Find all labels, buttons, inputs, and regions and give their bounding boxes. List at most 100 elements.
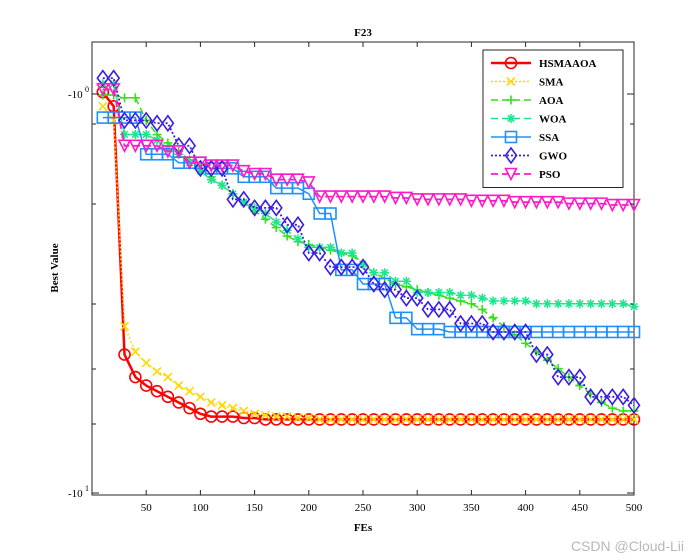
data-point-gwo (464, 314, 478, 333)
data-point-woa (130, 130, 140, 140)
data-point-gwo (96, 69, 110, 87)
data-point-sma (510, 414, 520, 424)
data-point-sma (315, 414, 325, 424)
data-point-woa (271, 217, 281, 227)
data-point-gwo (486, 323, 500, 341)
data-point-sma (271, 412, 281, 422)
data-point-gwo (313, 244, 327, 262)
data-point-woa (401, 276, 411, 286)
data-point-pso (486, 194, 500, 209)
data-point-hsmaaoa (183, 401, 196, 415)
data-point-gwo (584, 387, 598, 406)
data-point-woa (260, 208, 270, 218)
data-point-gwo (399, 289, 413, 307)
data-point-pso (475, 194, 490, 209)
legend-label: SSA (539, 132, 559, 144)
data-point-sma (228, 403, 238, 413)
data-point-gwo (432, 300, 446, 319)
data-point-gwo (280, 215, 294, 234)
data-point-sma (369, 414, 379, 424)
data-point-woa (195, 166, 205, 176)
data-point-woa (456, 290, 466, 300)
y-tick-exponent: 0 (85, 85, 89, 94)
data-point-sma (380, 414, 390, 424)
data-point-aoa (477, 304, 487, 314)
data-point-gwo (627, 396, 641, 415)
data-point-pso (540, 195, 555, 210)
data-point-hsmaaoa (118, 348, 131, 361)
data-point-pso (117, 139, 132, 154)
data-point-hsmaaoa (129, 370, 142, 384)
data-point-woa (466, 290, 476, 300)
data-point-pso (529, 195, 544, 210)
data-point-gwo (508, 323, 522, 341)
data-point-woa (618, 299, 628, 309)
data-point-pso (594, 197, 609, 211)
legend-marker (506, 76, 516, 87)
data-point-sma (575, 414, 585, 424)
x-tick-label: 300 (409, 502, 426, 514)
data-point-sma (445, 414, 455, 424)
y-axis-title: Best Value (49, 243, 61, 292)
data-point-pso (302, 176, 316, 190)
data-point-sma (119, 321, 130, 331)
data-point-sma (304, 413, 314, 423)
data-point-woa (488, 296, 498, 306)
y-tick-label: -10 (68, 89, 83, 101)
data-point-pso (171, 145, 186, 159)
legend-entry-woa: WOA (491, 114, 567, 126)
data-point-pso (583, 197, 598, 211)
data-point-gwo (573, 368, 587, 386)
data-point-gwo (562, 368, 576, 386)
legend: HSMAAOA SMA AOA WOA SSA GWO PSO (482, 49, 624, 188)
data-point-gwo (497, 323, 511, 341)
data-point-pso (150, 139, 164, 154)
data-point-sma (163, 372, 173, 382)
legend-entry-ssa: SSA (491, 130, 559, 144)
data-point-gwo (443, 300, 457, 319)
x-tick-label: 500 (626, 502, 643, 514)
data-point-gwo (248, 199, 262, 217)
series-sma (98, 101, 639, 424)
data-point-gwo (551, 368, 565, 386)
data-point-sma (130, 347, 140, 357)
legend-entry-pso: PSO (491, 167, 561, 182)
data-point-woa (596, 299, 606, 309)
chart-title: F23 (354, 27, 372, 39)
data-point-gwo (291, 215, 305, 234)
data-point-pso (193, 156, 208, 171)
data-point-sma (434, 414, 444, 424)
legend-entry-aoa: AOA (491, 95, 564, 107)
data-point-woa (120, 130, 130, 140)
data-point-pso (551, 195, 565, 210)
data-point-woa (293, 234, 303, 244)
data-point-sma (477, 414, 487, 424)
data-point-pso (106, 83, 121, 97)
data-point-ssa (161, 147, 175, 161)
data-point-woa (347, 248, 357, 258)
x-tick-label: 100 (192, 502, 209, 514)
data-point-pso (204, 159, 219, 173)
data-point-gwo (475, 314, 489, 333)
data-point-gwo (183, 136, 197, 155)
data-point-woa (575, 299, 585, 309)
data-point-sma (184, 386, 195, 396)
x-tick-label: 400 (517, 502, 534, 514)
data-point-pso (388, 191, 403, 206)
data-point-gwo (237, 190, 251, 209)
data-point-gwo (161, 114, 175, 133)
data-point-aoa (618, 406, 628, 416)
data-point-pso (432, 193, 446, 207)
data-point-woa (607, 299, 617, 309)
data-point-gwo (302, 244, 316, 262)
data-point-woa (369, 268, 379, 278)
data-point-woa (412, 287, 422, 297)
data-point-pso (410, 193, 424, 207)
data-point-pso (442, 193, 457, 207)
data-point-pso (605, 198, 620, 213)
data-point-aoa (120, 93, 130, 103)
data-point-woa (141, 130, 151, 140)
data-point-sma (152, 366, 162, 377)
series-line-pso (102, 88, 634, 206)
series-layer (96, 69, 641, 426)
